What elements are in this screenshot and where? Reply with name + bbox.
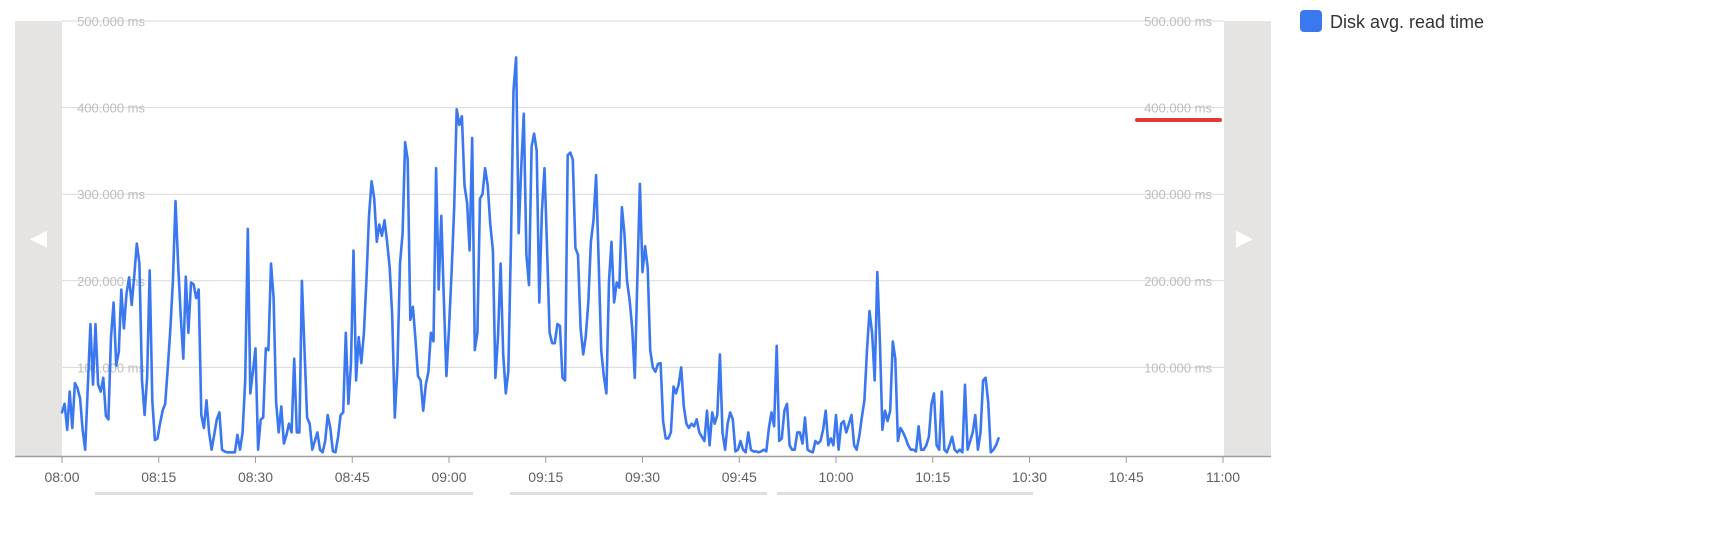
x-axis-ticks: 08:00 08:15 08:30 08:45 09:00 09:15 09:30 09:45… <box>44 456 1240 485</box>
y-tick-label-left: 300.000 ms <box>77 187 145 202</box>
y-tick-label-right: 300.000 ms <box>1144 187 1212 202</box>
next-arrow-icon[interactable]: ▶ <box>1236 225 1253 250</box>
legend: Disk avg. read time <box>1300 10 1484 32</box>
x-tick-label: 08:15 <box>141 469 176 485</box>
x-tick-label: 11:00 <box>1206 469 1240 485</box>
x-tick-label: 09:00 <box>431 469 466 485</box>
x-tick-label: 10:00 <box>818 469 853 485</box>
prev-arrow-icon[interactable]: ◀ <box>30 225 47 250</box>
y-tick-label-right: 400.000 ms <box>1144 101 1212 116</box>
x-tick-label: 08:30 <box>238 469 273 485</box>
range-scrollbar-segment[interactable] <box>95 492 473 495</box>
gridlines <box>62 21 1224 367</box>
legend-label: Disk avg. read time <box>1330 12 1484 32</box>
y-axis-right: 100.000 ms 200.000 ms 300.000 ms 400.000 ms… <box>1144 14 1212 375</box>
legend-swatch <box>1300 10 1322 32</box>
range-scrollbar-segment[interactable] <box>777 492 1033 495</box>
x-tick-label: 10:30 <box>1012 469 1047 485</box>
series-line-disk-avg-read-time <box>62 57 999 452</box>
x-tick-label: 08:00 <box>44 469 79 485</box>
x-tick-label: 08:45 <box>335 469 370 485</box>
x-tick-label: 10:15 <box>915 469 950 485</box>
range-scrollbar-segment[interactable] <box>510 492 767 495</box>
x-tick-label: 09:45 <box>722 469 757 485</box>
y-tick-label-right: 100.000 ms <box>1144 360 1212 375</box>
x-tick-label: 09:15 <box>528 469 563 485</box>
y-tick-label-left: 500.000 ms <box>77 14 145 29</box>
series-group <box>62 57 999 452</box>
y-tick-label-right: 200.000 ms <box>1144 274 1212 289</box>
x-tick-label: 10:45 <box>1109 469 1144 485</box>
y-tick-label-left: 400.000 ms <box>77 101 145 116</box>
y-tick-label-right: 500.000 ms <box>1144 14 1212 29</box>
x-tick-label: 09:30 <box>625 469 660 485</box>
